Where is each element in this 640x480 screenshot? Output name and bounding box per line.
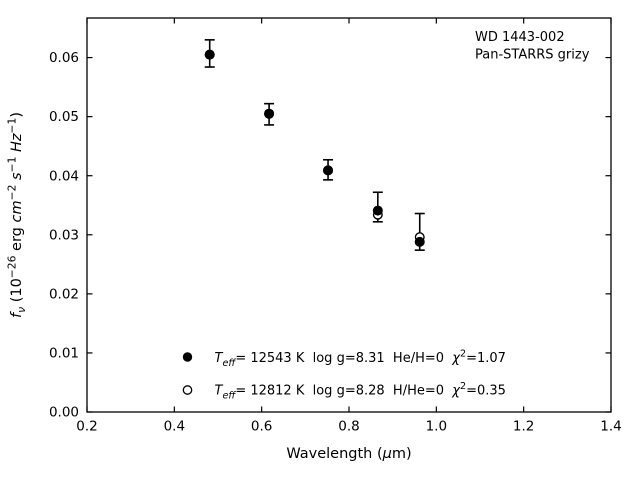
x-tick-label: 1.4 — [600, 419, 621, 435]
y-tick-label: 0.00 — [49, 405, 79, 421]
model-filled-point-i — [323, 165, 334, 176]
legend-entry-0: Teff= 12543 K log g=8.31 He/H=0 χ2=1.07 — [182, 349, 506, 369]
plot-layer: 0.2 0.4 0.6 0.8 1.0 1.2 1.4 0.00 0.01 0.02 0.03 0.0… — [6, 17, 622, 462]
y-axis-label: fν (10−26 erg cm−2 s−1 Hz−1) — [6, 112, 28, 318]
x-tick-label: 1.2 — [513, 419, 534, 435]
y-tick-label: 0.05 — [49, 109, 79, 125]
legend-open-circle-icon — [182, 385, 193, 395]
model-filled-point-r — [264, 108, 275, 119]
x-tick-label: 0.2 — [76, 419, 97, 435]
model-filled-point-z — [372, 205, 383, 216]
y-tick-label: 0.01 — [49, 346, 79, 362]
y-tick-label: 0.03 — [49, 227, 79, 243]
model-filled-point-g — [204, 49, 215, 60]
legend-text-1: Teff= 12812 K log g=8.28 H/He=0 χ2=0.35 — [215, 381, 506, 401]
legend-entry-1: Teff= 12812 K log g=8.28 H/He=0 χ2=0.35 — [182, 381, 506, 401]
y-tick-label: 0.06 — [49, 50, 79, 66]
x-tick-label: 0.6 — [251, 419, 272, 435]
model-filled-point-y — [414, 236, 425, 247]
legend-filled-circle-icon — [182, 352, 193, 362]
x-tick-label: 0.4 — [164, 419, 185, 435]
y-tick-label: 0.04 — [49, 168, 79, 184]
target-name-label: WD 1443-002 — [475, 30, 565, 45]
y-axis-label-group: fν (10−26 erg cm−2 s−1 Hz−1) — [6, 112, 28, 318]
survey-filters-label: Pan-STARRS grizy — [475, 48, 590, 63]
y-tick-label: 0.02 — [49, 286, 79, 302]
x-axis-label: Wavelength (μm) — [286, 446, 411, 462]
x-tick-label: 1.0 — [426, 419, 447, 435]
x-tick-label: 0.8 — [338, 419, 359, 435]
legend-text-0: Teff= 12543 K log g=8.31 He/H=0 χ2=1.07 — [215, 349, 506, 369]
